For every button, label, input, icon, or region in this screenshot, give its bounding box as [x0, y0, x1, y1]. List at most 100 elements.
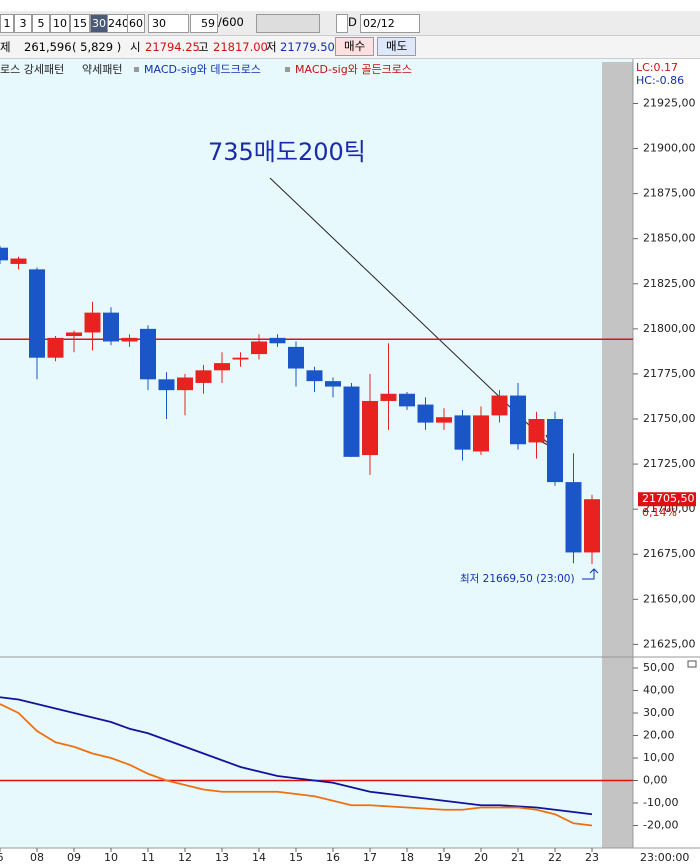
- lc-label: LC:0.17: [636, 61, 678, 74]
- x-tick-label: 09: [67, 851, 81, 864]
- check-label: D: [348, 15, 357, 29]
- y-tick-label: -20,00: [643, 819, 678, 832]
- panel-button[interactable]: [687, 660, 697, 668]
- legend-item: MACD-sig와 골든크로스: [295, 63, 412, 76]
- candle-body: [232, 357, 249, 360]
- period-button[interactable]: 1: [0, 14, 14, 33]
- legend-item: 로스 강세패턴: [0, 63, 64, 76]
- x-tick-label: 6: [0, 851, 4, 864]
- y-tick-label: 0,00: [643, 774, 668, 787]
- volume-change: ( 5,829 ): [72, 40, 122, 54]
- period-button[interactable]: 5: [32, 14, 50, 33]
- legend-marker: [285, 67, 290, 72]
- candle-body: [473, 415, 489, 452]
- y-tick-label: 21900,00: [643, 142, 696, 155]
- count-select[interactable]: 30: [148, 14, 189, 33]
- candle-body: [0, 247, 8, 261]
- candle-body: [306, 370, 323, 382]
- period-button[interactable]: 15: [70, 14, 90, 33]
- candle-body: [269, 337, 286, 344]
- period-button[interactable]: 3: [14, 14, 32, 33]
- x-tick-label: 17: [363, 851, 377, 864]
- candle-body: [140, 328, 156, 380]
- x-tick-label: 11: [141, 851, 155, 864]
- x-tick-label: 10: [104, 851, 118, 864]
- y-tick-label: 30,00: [643, 706, 675, 719]
- period-button[interactable]: 60: [127, 14, 145, 33]
- candle-body: [510, 395, 526, 445]
- y-tick-label: 21825,00: [643, 277, 696, 290]
- candle-body: [399, 393, 415, 407]
- indicator-line: [0, 703, 593, 827]
- candle-body: [158, 379, 175, 391]
- x-tick-label: 21: [511, 851, 525, 864]
- candle-body: [565, 482, 582, 553]
- candle-body: [528, 419, 545, 443]
- candle-body: [491, 395, 508, 416]
- annotation: 735매도200틱: [208, 138, 366, 166]
- sell-button[interactable]: 매도: [377, 37, 417, 56]
- candle-body: [343, 386, 360, 457]
- volume: 261,596: [24, 40, 72, 54]
- legend-marker: [134, 67, 139, 72]
- legend-item: 약세패턴: [82, 62, 122, 76]
- candle-body: [584, 499, 600, 553]
- candle-body: [177, 377, 193, 391]
- x-tick-label: 14: [252, 851, 266, 864]
- time-label: 23:00:00: [640, 851, 689, 864]
- future-area: [602, 62, 633, 848]
- last-change: 0,14%: [642, 506, 677, 519]
- period-button[interactable]: 10: [50, 14, 70, 33]
- y-tick-label: 21850,00: [643, 232, 696, 245]
- open-value: 21794.25: [145, 40, 200, 54]
- candle-body: [380, 393, 397, 401]
- candle-body: [47, 337, 64, 358]
- candle-body: [362, 400, 378, 456]
- y-tick-label: 21625,00: [643, 637, 696, 650]
- date-input[interactable]: 02/12: [360, 14, 420, 33]
- y-tick-label: 21800,00: [643, 322, 696, 335]
- y-tick-label: -10,00: [643, 796, 678, 809]
- low-value: 21779.50: [280, 40, 335, 54]
- candle-body: [66, 332, 82, 337]
- x-tick-label: 18: [400, 851, 414, 864]
- candle-body: [10, 258, 27, 264]
- candle-body: [121, 337, 138, 342]
- buy-button[interactable]: 매수: [335, 37, 375, 56]
- y-tick-label: 50,00: [643, 661, 675, 674]
- y-tick-label: 10,00: [643, 751, 675, 764]
- y-tick-label: 21675,00: [643, 547, 696, 560]
- tool-icons[interactable]: [256, 14, 320, 33]
- x-tick-label: 15: [289, 851, 303, 864]
- y-tick-label: 40,00: [643, 684, 675, 697]
- x-tick-label: 20: [474, 851, 488, 864]
- candle-body: [251, 341, 267, 355]
- bars-input[interactable]: 59: [190, 14, 218, 33]
- x-tick-label: 13: [215, 851, 229, 864]
- candle-body: [325, 381, 341, 387]
- candle-body: [547, 419, 563, 483]
- period-button[interactable]: 240: [107, 14, 129, 33]
- hc-label: HC:-0.86: [636, 74, 684, 87]
- open-label: 시: [130, 40, 141, 54]
- x-tick-label: 12: [178, 851, 192, 864]
- y-tick-label: 21750,00: [643, 412, 696, 425]
- x-tick-label: 16: [326, 851, 340, 864]
- x-tick-label: 08: [30, 851, 44, 864]
- low-note: 최저 21669,50 (23:00): [460, 573, 575, 585]
- candle-body: [84, 312, 101, 333]
- quote-prefix: 제: [0, 40, 11, 54]
- period-toolbar: 1 3 5 10 15 30 240 60 30 59 /600 D 02/12: [0, 11, 700, 36]
- candle-body: [454, 415, 471, 450]
- quote-bar: 제 261,596 ( 5,829 ) 시 21794.25 고 21817.0…: [0, 36, 700, 59]
- checkbox[interactable]: [336, 14, 348, 33]
- y-tick-label: 21875,00: [643, 187, 696, 200]
- candle-body: [288, 346, 304, 369]
- chart: 로스 강세패턴 약세패턴 MACD-sig와 데드크로스 MACD-sig와 골…: [0, 59, 700, 864]
- candle-body: [195, 370, 212, 383]
- period-button[interactable]: 30: [90, 14, 108, 33]
- candle-body: [103, 312, 119, 342]
- last-price-box: [638, 492, 696, 507]
- candle-body: [29, 269, 45, 358]
